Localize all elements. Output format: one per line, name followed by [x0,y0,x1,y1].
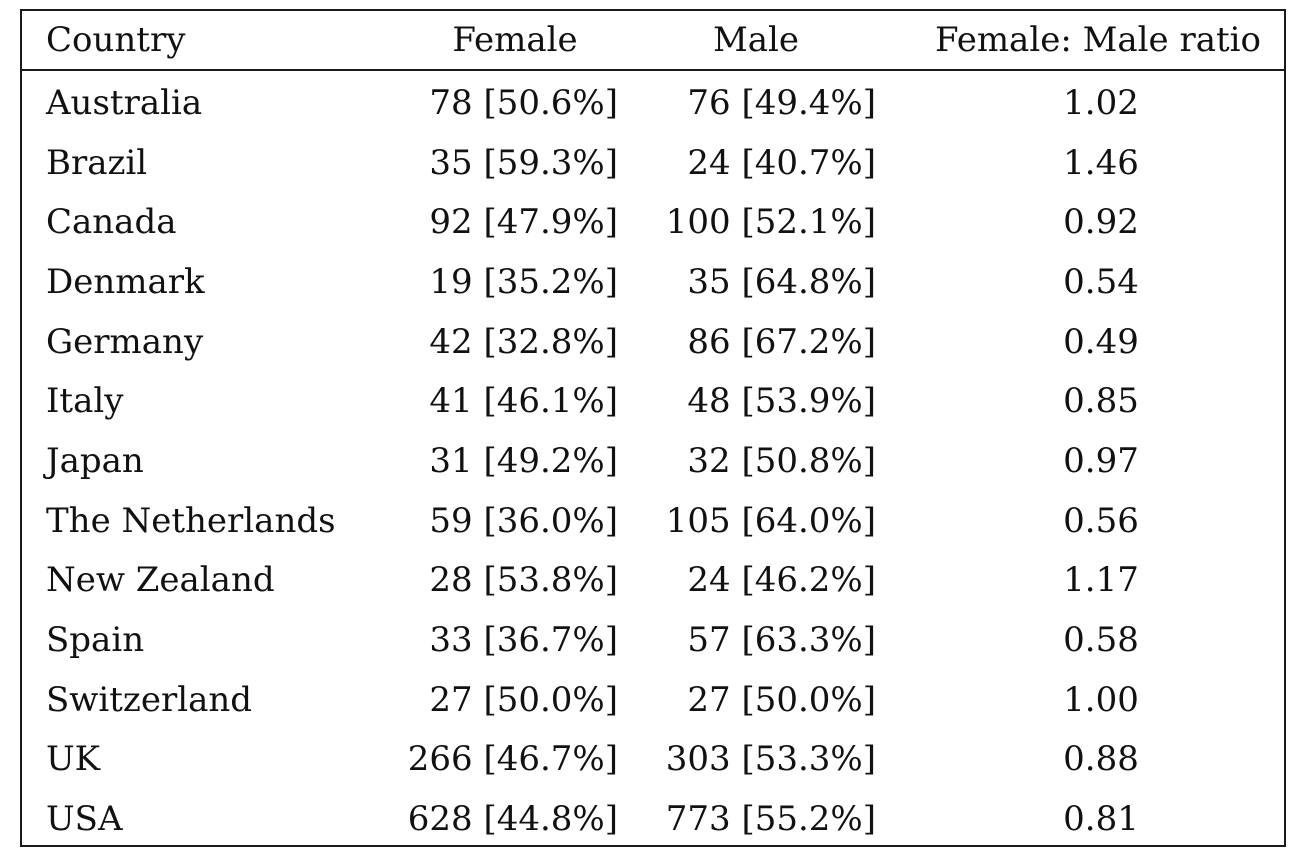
cell-female: 35 [59.3%] [429,142,618,183]
cell-ratio: 0.49 [1063,321,1139,362]
cell-country: New Zealand [46,560,275,601]
cell-male: 105 [64.0%] [665,500,876,541]
cell-ratio: 0.54 [1063,261,1139,302]
cell-male: 24 [46.2%] [687,560,876,601]
cell-female: 78 [50.6%] [429,82,618,123]
cell-female: 27 [50.0%] [429,679,618,720]
cell-female: 42 [32.8%] [429,321,618,362]
cell-country: Denmark [46,261,205,302]
cell-country: Switzerland [46,679,253,720]
cell-ratio: 1.02 [1063,82,1139,123]
cell-ratio: 0.58 [1063,620,1139,661]
cell-male: 76 [49.4%] [687,82,876,123]
cell-country: Japan [46,440,144,481]
cell-country: Canada [46,202,177,243]
cell-female: 41 [46.1%] [429,381,618,422]
cell-country: Germany [46,321,204,362]
cell-male: 24 [40.7%] [687,142,876,183]
cell-country: The Netherlands [46,500,336,541]
table-row: Denmark 19 [35.2%] 35 [64.8%] 0.54 [22,252,1284,312]
cell-male: 35 [64.8%] [687,261,876,302]
cell-male: 86 [67.2%] [687,321,876,362]
cell-male: 773 [55.2%] [665,799,876,840]
cell-country: Australia [46,82,203,123]
table-row: USA 628 [44.8%] 773 [55.2%] 0.81 [22,789,1284,849]
cell-country: Brazil [46,142,148,183]
header-country: Country [22,11,382,71]
cell-ratio: 0.92 [1063,202,1139,243]
table-body: Australia 78 [50.6%] 76 [49.4%] 1.02 Brazil 3… [22,70,1284,849]
country-gender-table: Country Female Male Female: Male ratio A… [22,11,1284,849]
cell-country: Spain [46,620,145,661]
table-row: Japan 31 [49.2%] 32 [50.8%] 0.97 [22,431,1284,491]
table-row: Canada 92 [47.9%] 100 [52.1%] 0.92 [22,192,1284,252]
cell-country: USA [46,799,123,840]
cell-ratio: 1.00 [1063,679,1139,720]
table-row: The Netherlands 59 [36.0%] 105 [64.0%] 0.56 [22,491,1284,551]
cell-ratio: 0.56 [1063,500,1139,541]
cell-country: UK [46,739,101,780]
header-female: Female [382,11,628,71]
table-row: New Zealand 28 [53.8%] 24 [46.2%] 1.17 [22,551,1284,611]
table-row: Australia 78 [50.6%] 76 [49.4%] 1.02 [22,70,1284,133]
cell-female: 628 [44.8%] [407,799,618,840]
cell-ratio: 0.85 [1063,381,1139,422]
cell-ratio: 0.88 [1063,739,1139,780]
cell-male: 48 [53.9%] [687,381,876,422]
cell-ratio: 0.97 [1063,440,1139,481]
header-row: Country Female Male Female: Male ratio [22,11,1284,71]
table-row: Italy 41 [46.1%] 48 [53.9%] 0.85 [22,371,1284,431]
table-row: UK 266 [46.7%] 303 [53.3%] 0.88 [22,730,1284,790]
cell-ratio: 0.81 [1063,799,1139,840]
cell-male: 100 [52.1%] [665,202,876,243]
cell-female: 31 [49.2%] [429,440,618,481]
table-row: Spain 33 [36.7%] 57 [63.3%] 0.58 [22,610,1284,670]
cell-male: 27 [50.0%] [687,679,876,720]
table-row: Switzerland 27 [50.0%] 27 [50.0%] 1.00 [22,670,1284,730]
cell-male: 32 [50.8%] [687,440,876,481]
table-frame: Country Female Male Female: Male ratio A… [20,9,1286,847]
cell-female: 266 [46.7%] [407,739,618,780]
cell-female: 59 [36.0%] [429,500,618,541]
cell-ratio: 1.17 [1063,560,1139,601]
table-row: Brazil 35 [59.3%] 24 [40.7%] 1.46 [22,133,1284,193]
cell-male: 57 [63.3%] [687,620,876,661]
header-male: Male [628,11,898,71]
cell-country: Italy [46,381,124,422]
cell-male: 303 [53.3%] [665,739,876,780]
table-row: Germany 42 [32.8%] 86 [67.2%] 0.49 [22,312,1284,372]
cell-female: 19 [35.2%] [429,261,618,302]
header-ratio: Female: Male ratio [898,11,1284,71]
cell-female: 92 [47.9%] [429,202,618,243]
cell-female: 33 [36.7%] [429,620,618,661]
cell-female: 28 [53.8%] [429,560,618,601]
cell-ratio: 1.46 [1063,142,1139,183]
